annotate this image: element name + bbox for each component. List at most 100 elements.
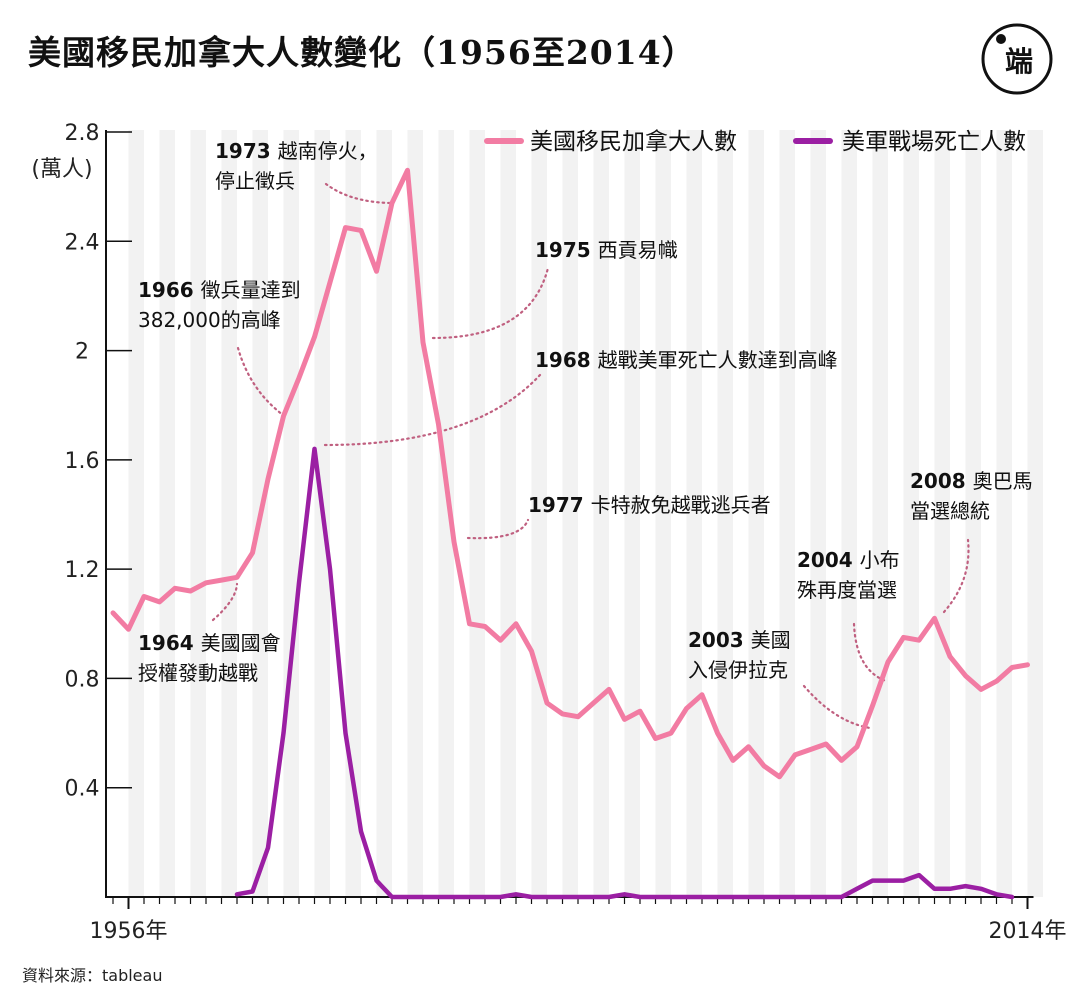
annotation-text: 美國 [751, 628, 791, 652]
annotation-year: 1964 [138, 631, 201, 655]
annotation-leader [852, 622, 888, 683]
annotation-year: 1973 [215, 139, 278, 163]
annotation-first-line: 2008 奧巴馬 [910, 469, 1033, 493]
band [841, 130, 857, 897]
band [996, 130, 1012, 897]
band [128, 130, 144, 897]
chart-title: 美國移民加拿大人數變化（1956至2014） [28, 33, 696, 72]
annotation: 1977 卡特赦免越戰逃兵者 [528, 493, 771, 517]
annotation-first-line: 2004 小布 [797, 548, 900, 572]
annotation-leader [431, 266, 550, 340]
band [376, 130, 392, 897]
band [531, 130, 547, 897]
band [469, 130, 485, 897]
annotation-year: 1966 [138, 278, 201, 302]
annotation-text: 越南停火， [278, 139, 378, 163]
band [810, 130, 826, 897]
annotation-text: 越戰美軍死亡人數達到高峰 [598, 348, 838, 372]
band [624, 130, 640, 897]
annotation-first-line: 2003 美國 [688, 628, 791, 652]
band [1027, 130, 1043, 897]
annotation-year: 1977 [528, 493, 591, 517]
annotation-text: 382,000的高峰 [138, 308, 281, 332]
annotation-text: 殊再度當選 [797, 578, 897, 602]
annotation-line: 授權發動越戰 [138, 661, 258, 685]
x-tick-label: 1956年 [90, 919, 168, 944]
annotation-text: 美國國會 [201, 631, 281, 655]
logo-glyph: 端 [1005, 45, 1033, 78]
annotation-first-line: 1973 越南停火， [215, 139, 378, 163]
band [655, 130, 671, 897]
band [934, 130, 950, 897]
annotation-text: 小布 [860, 548, 900, 572]
annotation-line: 殊再度當選 [797, 578, 897, 602]
annotation-text: 停止徵兵 [215, 169, 295, 193]
y-tick-label: 2.4 [65, 230, 100, 255]
band [283, 130, 299, 897]
annotation-leader [236, 346, 285, 417]
annotation-first-line: 1964 美國國會 [138, 631, 281, 655]
annotation-leader [211, 582, 239, 622]
annotation-text: 西貢易幟 [598, 238, 678, 262]
annotation-leaders [211, 182, 970, 730]
band [438, 130, 454, 897]
annotation-text: 奧巴馬 [973, 469, 1033, 493]
band [159, 130, 175, 897]
annotation-year: 2004 [797, 548, 860, 572]
annotation-year: 2008 [910, 469, 973, 493]
band [562, 130, 578, 897]
annotation-text: 授權發動越戰 [138, 661, 258, 685]
annotation-text: 當選總統 [910, 499, 990, 523]
annotation-first-line: 1968 越戰美軍死亡人數達到高峰 [535, 348, 838, 372]
series-line-deaths [234, 446, 1015, 900]
annotation-line: 當選總統 [910, 499, 990, 523]
annotation: 1973 越南停火， 停止徵兵 [215, 139, 378, 193]
annotation-leader [942, 538, 970, 614]
band [190, 130, 206, 897]
source-note: 資料來源：tableau [22, 966, 163, 985]
annotation-year: 2003 [688, 628, 751, 652]
theinitium-logo-icon: 端 [981, 23, 1053, 95]
annotation: 1966 徵兵量達到 382,000的高峰 [138, 278, 301, 332]
annotation-text: 徵兵量達到 [201, 278, 301, 302]
y-tick-label: 1.2 [65, 558, 100, 583]
band [965, 130, 981, 897]
annotation-year: 1975 [535, 238, 598, 262]
band [593, 130, 609, 897]
annotation: 1968 越戰美軍死亡人數達到高峰 [535, 348, 838, 372]
annotation-first-line: 1977 卡特赦免越戰逃兵者 [528, 493, 771, 517]
band [903, 130, 919, 897]
annotation-year: 1968 [535, 348, 598, 372]
legend: 美國移民加拿大人數 美軍戰場死亡人數 [484, 128, 1026, 155]
y-tick-label: 0.8 [65, 667, 100, 692]
annotation-line: 382,000的高峰 [138, 308, 281, 332]
background-bands [128, 130, 1043, 897]
series-line-immigrants [110, 167, 1030, 780]
annotation-line: 停止徵兵 [215, 169, 295, 193]
legend-label: 美軍戰場死亡人數 [842, 129, 1026, 155]
band [717, 130, 733, 897]
legend-label: 美國移民加拿大人數 [530, 128, 737, 155]
annotation-first-line: 1975 西貢易幟 [535, 238, 678, 262]
annotation-text: 入侵伊拉克 [688, 658, 788, 682]
y-tick-label: 2.8 [65, 121, 100, 146]
y-tick-label: 0.4 [65, 777, 100, 802]
band [500, 130, 516, 897]
y-axis-unit: (萬人) [31, 157, 92, 182]
annotations: 1973 越南停火， 停止徵兵 1975 西貢易幟 1966 徵兵量達到 382,000… [138, 139, 1033, 685]
band [345, 130, 361, 897]
annotation-leader [323, 373, 542, 447]
band [872, 130, 888, 897]
y-tick-label: 1.6 [65, 449, 100, 474]
annotation: 1975 西貢易幟 [535, 238, 678, 262]
band [779, 130, 795, 897]
y-tick-label: 2 [75, 340, 89, 365]
annotation-leader [324, 182, 392, 205]
band [221, 130, 237, 897]
annotation-leader [466, 518, 530, 540]
